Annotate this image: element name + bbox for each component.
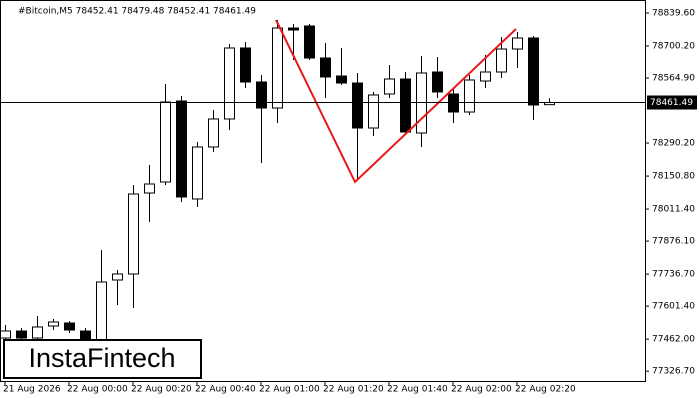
y-tick-label: 78290.20	[652, 139, 695, 149]
y-tick-label: 78011.40	[652, 205, 695, 215]
candle-body	[496, 48, 507, 73]
candle-body	[320, 57, 331, 78]
current-price-label: 78461.49	[650, 98, 693, 108]
candle-body	[16, 330, 27, 339]
y-tick-label: 77462.00	[652, 335, 695, 345]
candle-body	[32, 326, 43, 339]
candle-body	[176, 100, 187, 198]
x-tick-label: 22 Aug 00:40	[195, 385, 256, 395]
candle-body	[208, 118, 219, 148]
candle-body	[272, 27, 283, 109]
x-tick-label: 21 Aug 2026	[3, 385, 61, 395]
y-tick-label: 78150.80	[652, 172, 695, 182]
y-tick-label: 78700.20	[652, 42, 695, 52]
candle-body	[144, 183, 155, 194]
x-tick-label: 22 Aug 02:20	[515, 385, 576, 395]
x-tick-label: 22 Aug 00:20	[131, 385, 192, 395]
x-tick-label: 22 Aug 02:00	[451, 385, 512, 395]
candle-body	[528, 37, 539, 106]
candle-body	[400, 78, 411, 133]
candle-body	[256, 81, 267, 109]
chart-title: #Bitcoin,M5 78452.41 78479.48 78452.41 7…	[18, 7, 256, 17]
candle-body	[64, 322, 75, 331]
candle-body	[128, 193, 139, 275]
candle-body	[80, 330, 91, 341]
candle-body	[432, 71, 443, 93]
candle-body	[304, 25, 315, 59]
y-tick-label: 78839.60	[652, 8, 695, 18]
y-tick-label: 77876.10	[652, 237, 695, 247]
double-top-pattern	[275, 19, 517, 184]
candle-body	[160, 101, 171, 183]
candle-body	[464, 79, 475, 113]
candle-body	[0, 330, 11, 339]
candle-body	[192, 146, 203, 200]
x-tick-label: 22 Aug 01:40	[387, 385, 448, 395]
candle-body	[112, 273, 123, 281]
x-tick-label: 22 Aug 00:00	[67, 385, 128, 395]
x-tick-label: 22 Aug 01:20	[323, 385, 384, 395]
y-tick-label: 77326.70	[652, 367, 695, 377]
candle-body	[480, 71, 491, 82]
candle-body	[288, 27, 299, 31]
x-tick-label: 22 Aug 01:00	[259, 385, 320, 395]
y-tick-label: 78564.90	[652, 74, 695, 84]
y-tick-label: 77736.70	[652, 270, 695, 280]
candle-body	[352, 82, 363, 129]
candle-body	[384, 78, 395, 95]
candle-body	[224, 47, 235, 120]
current-price-box	[647, 95, 697, 110]
candle-body	[368, 94, 379, 129]
candle-body	[96, 281, 107, 346]
candle-body	[48, 321, 59, 327]
y-tick-label: 77601.40	[652, 302, 695, 312]
candle-body	[336, 75, 347, 84]
watermark: InstaFintech	[28, 343, 175, 373]
candle-body	[240, 47, 251, 83]
candle-body	[512, 37, 523, 50]
watermark-box	[3, 339, 202, 379]
